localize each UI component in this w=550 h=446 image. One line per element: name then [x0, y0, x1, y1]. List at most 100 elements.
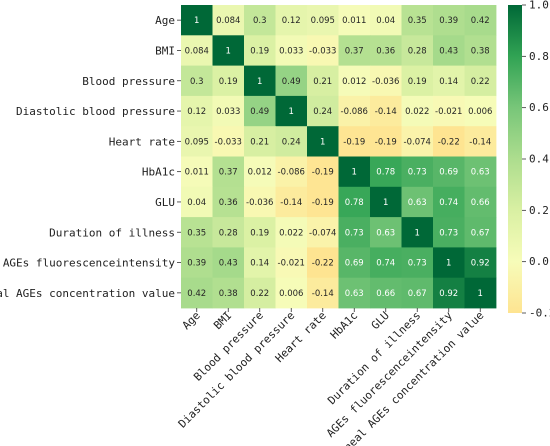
- heatmap-cell: [338, 186, 371, 218]
- heatmap-cell: [401, 186, 434, 218]
- heatmap-cell: [370, 277, 402, 309]
- row-label: Blood pressure: [82, 75, 175, 88]
- heatmap-cell: [401, 247, 434, 279]
- cell-value-label: 0.19: [219, 77, 238, 87]
- cell-value-label: 0.21: [250, 137, 269, 147]
- row-label: GLU: [155, 196, 175, 209]
- cell-value-label: 1: [352, 168, 357, 178]
- heatmap-cell: [181, 5, 213, 36]
- cell-value-label: 0.63: [376, 228, 395, 238]
- cell-value-label: 0.095: [185, 137, 209, 147]
- cell-value-label: 0.42: [471, 16, 490, 26]
- cell-value-label: 0.78: [345, 198, 364, 208]
- heatmap-cell: [275, 35, 308, 66]
- heatmap-cell: [338, 247, 371, 279]
- heatmap-cell: [338, 95, 371, 127]
- heatmap-cell: [244, 156, 276, 188]
- row-label: BMI: [155, 44, 175, 57]
- cell-value-label: 0.67: [471, 228, 490, 238]
- cell-value-label: 0.28: [408, 46, 427, 56]
- cell-value-label: -0.22: [312, 259, 334, 269]
- cell-value-label: 0.033: [279, 46, 303, 56]
- row-labels: Age BMI Blood pressure Diastolic blood pres…: [0, 14, 181, 300]
- cell-value-label: 1: [289, 107, 294, 117]
- heatmap-cell: [433, 186, 465, 218]
- colorbar-tick-label: -0.2: [529, 307, 550, 320]
- cell-value-label: 0.12: [282, 16, 301, 26]
- cell-value-label: 0.66: [376, 289, 395, 299]
- cell-value-label: -0.19: [312, 198, 334, 208]
- heatmap-cell: [433, 95, 465, 127]
- heatmap-cell: [433, 126, 465, 157]
- heatmap-cell: [401, 217, 434, 248]
- heatmap-cell: [275, 126, 308, 157]
- cell-value-label: 0.73: [345, 228, 364, 238]
- cell-value-label: -0.14: [280, 198, 302, 208]
- heatmap-cell: [464, 186, 497, 218]
- cell-value-label: 0.022: [279, 228, 303, 238]
- column-label: Diastolic blood pressure: [176, 309, 298, 431]
- heatmap-cell: [275, 277, 308, 309]
- heatmap-cell: [464, 247, 497, 279]
- cell-value-label: 0.3: [190, 77, 204, 87]
- cell-value-label: -0.19: [375, 137, 397, 147]
- cell-value-label: 0.38: [219, 289, 238, 299]
- heatmap-cell: [307, 186, 339, 218]
- heatmap-cell: [212, 65, 245, 97]
- heatmap-cell: [370, 126, 402, 157]
- cell-value-label: 1: [320, 137, 325, 147]
- cell-value-label: 0.73: [408, 259, 427, 269]
- heatmap-cell: [307, 217, 339, 248]
- heatmap-cell: [370, 186, 402, 218]
- colorbar-gradient: [508, 5, 522, 313]
- heatmap-cell: [464, 35, 497, 66]
- heatmap-cell: [401, 156, 434, 188]
- row-label: Corneal AGEs concentration value: [0, 287, 175, 300]
- row-label: AGEs fluorescenceintensity: [3, 257, 176, 270]
- heatmap-cell: [244, 186, 276, 218]
- cell-value-label: 0.006: [468, 107, 492, 117]
- heatmap-cell: [181, 95, 213, 127]
- heatmap-cell: [275, 65, 308, 97]
- heatmap-cell: [370, 217, 402, 248]
- heatmap-cell: [433, 156, 465, 188]
- cell-value-label: 0.49: [282, 77, 301, 87]
- heatmap-cell: [338, 217, 371, 248]
- cell-value-label: 0.022: [405, 107, 429, 117]
- cell-value-label: 0.74: [376, 259, 395, 269]
- row-label: Heart rate: [109, 135, 175, 148]
- heatmap-cell: [464, 95, 497, 127]
- colorbar-tick-label: 1.0: [529, 0, 549, 12]
- cell-value-label: 0.63: [408, 198, 427, 208]
- heatmap-cell: [401, 277, 434, 309]
- cell-value-label: 0.011: [342, 16, 366, 26]
- column-label: GLU: [369, 309, 392, 332]
- cell-value-label: 0.38: [471, 46, 490, 56]
- heatmap-cell: [212, 186, 245, 218]
- heatmap-cell: [464, 126, 497, 157]
- heatmap-cell: [244, 65, 276, 97]
- heatmap-cell: [338, 156, 371, 188]
- heatmap-cell: [181, 277, 213, 309]
- cell-value-label: -0.033: [309, 46, 336, 56]
- heatmap-cell: [244, 5, 276, 36]
- colorbar-tick-label: 0.4: [529, 153, 549, 166]
- heatmap-cell: [275, 186, 308, 218]
- cell-value-label: -0.22: [438, 137, 460, 147]
- heatmap-cell: [370, 247, 402, 279]
- heatmap-cell: [244, 35, 276, 66]
- cell-value-label: -0.074: [309, 228, 336, 238]
- heatmap-cell: [307, 95, 339, 127]
- column-label: Age: [180, 309, 203, 332]
- cell-value-label: 1: [446, 259, 451, 269]
- heatmap-cell: [401, 5, 434, 36]
- column-label: BMI: [211, 309, 234, 332]
- cell-value-label: 0.69: [345, 259, 364, 269]
- cell-value-label: 0.63: [471, 168, 490, 178]
- heatmap-cell: [433, 277, 465, 309]
- heatmap-cell: [433, 5, 465, 36]
- cell-value-label: 0.22: [250, 289, 269, 299]
- cell-value-label: -0.14: [312, 289, 334, 299]
- cell-value-label: -0.033: [215, 137, 242, 147]
- heatmap-cell: [464, 5, 497, 36]
